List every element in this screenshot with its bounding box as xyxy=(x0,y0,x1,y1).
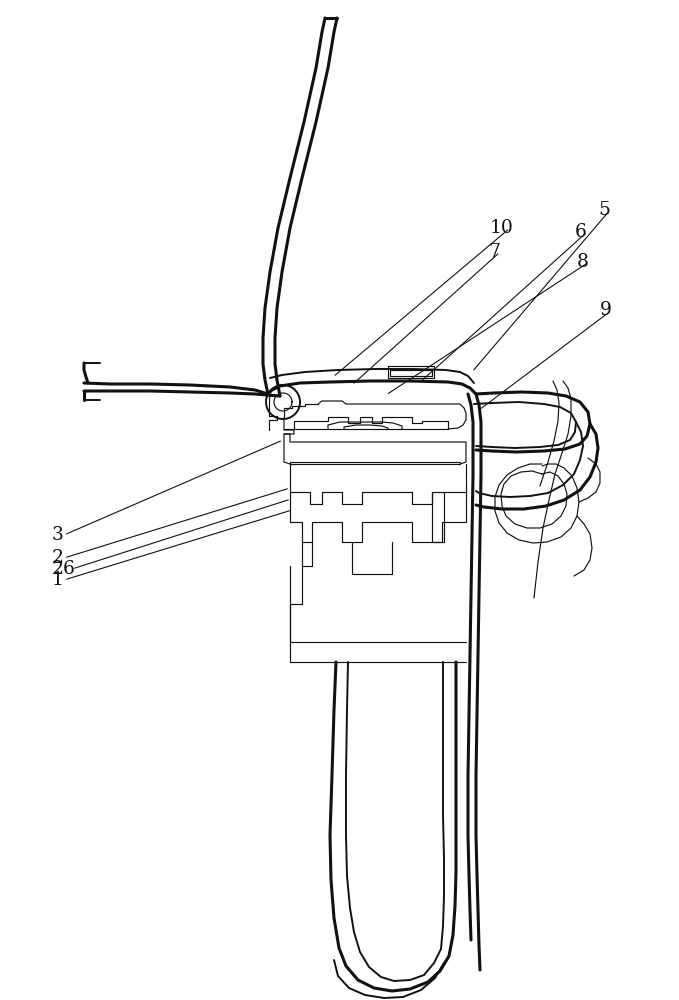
Text: 7: 7 xyxy=(488,243,500,261)
Text: 9: 9 xyxy=(600,301,612,319)
Text: 3: 3 xyxy=(52,526,64,544)
Text: 26: 26 xyxy=(52,560,76,578)
Text: 6: 6 xyxy=(575,223,587,241)
Text: 8: 8 xyxy=(577,253,589,271)
Text: 2: 2 xyxy=(52,549,64,567)
Text: 5: 5 xyxy=(598,201,610,219)
Text: 1: 1 xyxy=(52,571,64,589)
Text: 10: 10 xyxy=(490,219,514,237)
